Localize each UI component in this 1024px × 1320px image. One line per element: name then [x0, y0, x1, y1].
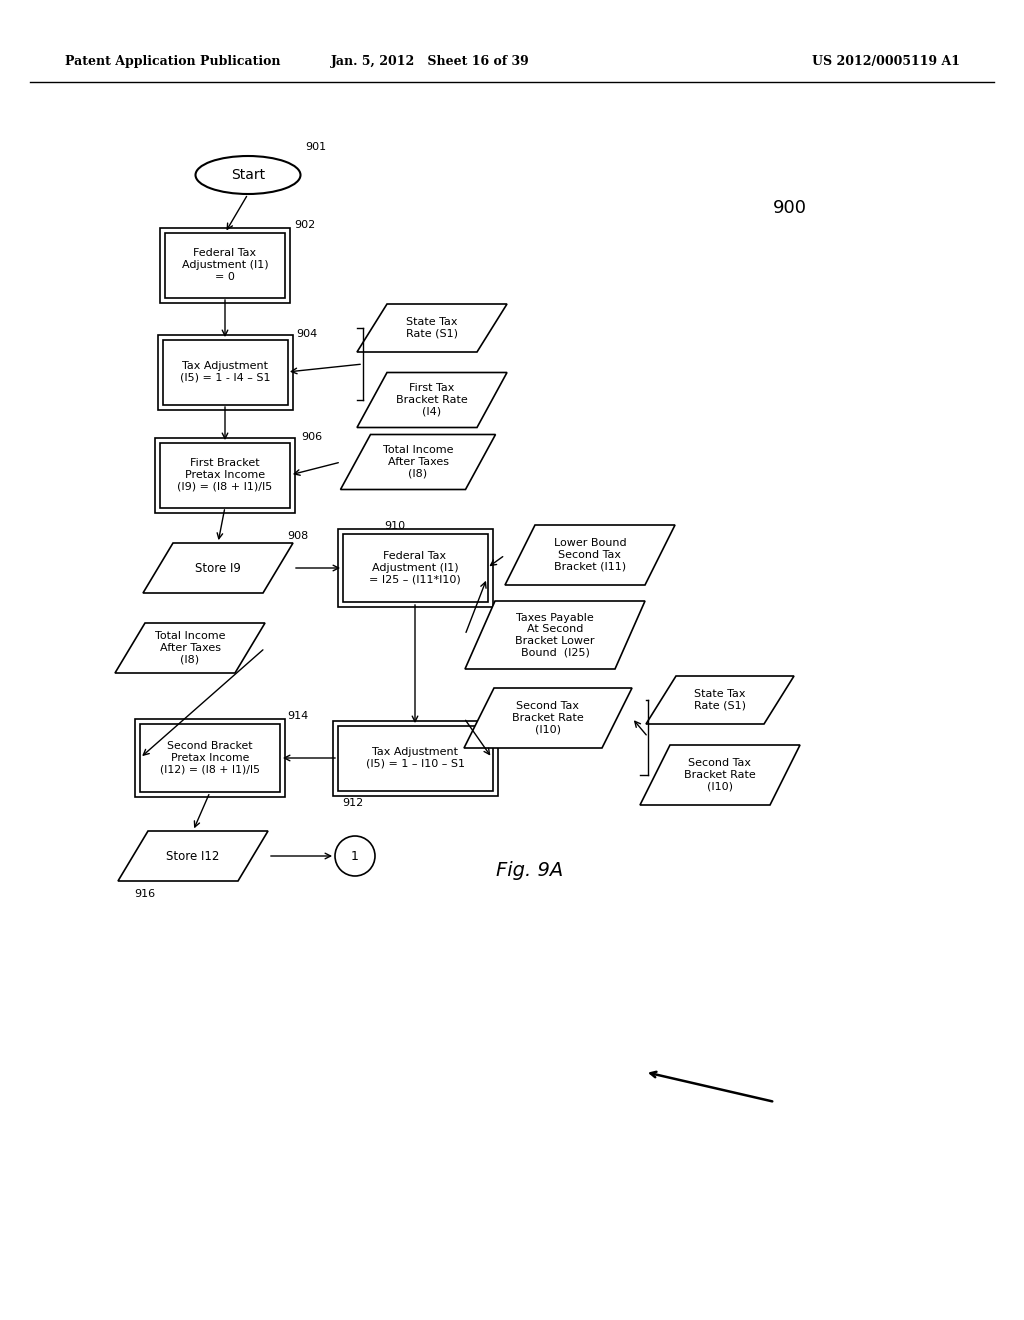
Text: Start: Start: [231, 168, 265, 182]
Text: First Tax
Bracket Rate
(I4): First Tax Bracket Rate (I4): [396, 383, 468, 417]
Text: 908: 908: [288, 531, 308, 541]
Text: 904: 904: [296, 329, 317, 339]
Text: Federal Tax
Adjustment (I1)
= 0: Federal Tax Adjustment (I1) = 0: [181, 248, 268, 281]
Polygon shape: [118, 832, 268, 880]
Text: State Tax
Rate (S1): State Tax Rate (S1): [406, 317, 458, 339]
Bar: [342, 535, 487, 602]
Text: Jan. 5, 2012   Sheet 16 of 39: Jan. 5, 2012 Sheet 16 of 39: [331, 55, 529, 69]
Polygon shape: [646, 676, 794, 723]
Polygon shape: [464, 688, 632, 748]
Bar: [160, 442, 290, 507]
Text: Store I12: Store I12: [166, 850, 220, 862]
Polygon shape: [465, 601, 645, 669]
Polygon shape: [640, 744, 800, 805]
Text: Total Income
After Taxes
(I8): Total Income After Taxes (I8): [155, 631, 225, 664]
Text: 901: 901: [305, 143, 327, 152]
Text: 912: 912: [342, 799, 364, 808]
Polygon shape: [357, 372, 507, 428]
Text: Store I9: Store I9: [195, 561, 241, 574]
Text: Second Tax
Bracket Rate
(I10): Second Tax Bracket Rate (I10): [512, 701, 584, 735]
Text: Second Bracket
Pretax Income
(I12) = (I8 + I1)/I5: Second Bracket Pretax Income (I12) = (I8…: [160, 742, 260, 775]
Bar: [165, 232, 285, 297]
Ellipse shape: [196, 156, 300, 194]
Text: US 2012/0005119 A1: US 2012/0005119 A1: [812, 55, 961, 69]
Text: Tax Adjustment
(I5) = 1 – I10 – S1: Tax Adjustment (I5) = 1 – I10 – S1: [366, 747, 465, 768]
Text: Patent Application Publication: Patent Application Publication: [65, 55, 281, 69]
Text: Fig. 9A: Fig. 9A: [497, 861, 563, 879]
Bar: [158, 334, 293, 409]
Text: 900: 900: [773, 199, 807, 216]
Circle shape: [335, 836, 375, 876]
Text: 1: 1: [351, 850, 359, 862]
Text: Second Tax
Bracket Rate
(I10): Second Tax Bracket Rate (I10): [684, 759, 756, 792]
Bar: [135, 719, 285, 797]
Bar: [338, 529, 493, 607]
Polygon shape: [143, 543, 293, 593]
Text: Total Income
After Taxes
(I8): Total Income After Taxes (I8): [383, 445, 454, 479]
Text: 906: 906: [301, 432, 323, 442]
Text: 916: 916: [134, 888, 156, 899]
Bar: [140, 723, 280, 792]
Text: 914: 914: [288, 711, 308, 721]
Text: 910: 910: [384, 521, 406, 531]
Polygon shape: [115, 623, 265, 673]
Bar: [163, 339, 288, 404]
Text: Tax Adjustment
(I5) = 1 - I4 – S1: Tax Adjustment (I5) = 1 - I4 – S1: [180, 362, 270, 383]
Bar: [333, 721, 498, 796]
Bar: [338, 726, 493, 791]
Text: Federal Tax
Adjustment (I1)
= I25 – (I11*I10): Federal Tax Adjustment (I1) = I25 – (I11…: [369, 552, 461, 585]
Polygon shape: [505, 525, 675, 585]
Text: 902: 902: [294, 220, 315, 230]
Polygon shape: [341, 434, 496, 490]
Bar: [160, 227, 290, 302]
Polygon shape: [357, 304, 507, 352]
Bar: [155, 437, 295, 512]
Text: First Bracket
Pretax Income
(I9) = (I8 + I1)/I5: First Bracket Pretax Income (I9) = (I8 +…: [177, 458, 272, 491]
Text: Taxes Payable
At Second
Bracket Lower
Bound  (I25): Taxes Payable At Second Bracket Lower Bo…: [515, 612, 595, 657]
Text: State Tax
Rate (S1): State Tax Rate (S1): [694, 689, 746, 710]
Text: Lower Bound
Second Tax
Bracket (I11): Lower Bound Second Tax Bracket (I11): [554, 539, 627, 572]
